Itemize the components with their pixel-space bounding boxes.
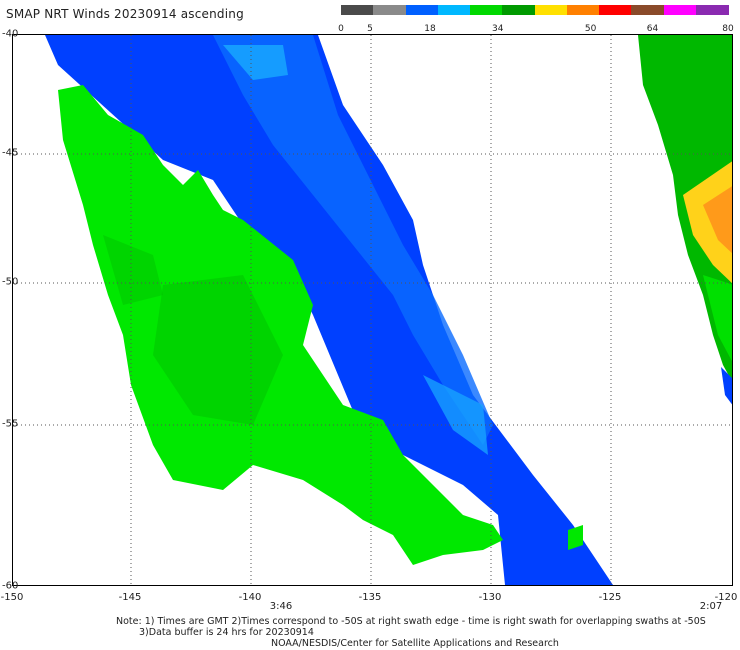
y-tick-label: -45 xyxy=(2,147,19,159)
colorbar-segment xyxy=(695,5,729,15)
colorbar-segment xyxy=(437,5,471,15)
x-tick-label: -145 xyxy=(118,592,142,603)
right-swath-blue xyxy=(721,367,732,405)
x-tick-label: -130 xyxy=(478,592,502,603)
colorbar-segment xyxy=(631,5,665,15)
colorbar-segment xyxy=(373,5,407,15)
right-swath-time: 2:07 xyxy=(699,601,723,612)
colorbar-segment xyxy=(534,5,568,15)
left-swath-green-dark-2 xyxy=(103,235,163,305)
note-line-2: 3)Data buffer is 24 hrs for 20230914 xyxy=(139,627,314,638)
x-tick-label: -150 xyxy=(0,592,24,603)
colorbar-segment xyxy=(502,5,536,15)
y-tick-label: -40 xyxy=(2,28,19,40)
x-tick-label: -120 xyxy=(714,592,738,603)
colorbar-label: 5 xyxy=(367,24,373,34)
left-swath-cyan-2 xyxy=(423,375,488,455)
colorbar-label: 34 xyxy=(492,24,504,34)
wind-map xyxy=(13,35,732,585)
left-swath-lightblue xyxy=(213,35,493,445)
right-swath-yellow xyxy=(683,161,732,284)
colorbar-segment xyxy=(405,5,439,15)
colorbar-label: 0 xyxy=(338,24,344,34)
colorbar-segment xyxy=(599,5,632,15)
left-swath-time: 3:46 xyxy=(269,601,293,612)
colorbar-label: 64 xyxy=(646,24,659,34)
map-frame xyxy=(12,34,733,586)
left-swath-green xyxy=(58,85,503,565)
y-tick-label: -55 xyxy=(2,418,19,430)
colorbar-segment xyxy=(470,5,503,15)
right-swath-orange xyxy=(703,186,732,254)
small-green-patch xyxy=(568,525,583,550)
map-title: SMAP NRT Winds 20230914 ascending xyxy=(6,7,244,21)
note-line-1: Note: 1) Times are GMT 2)Times correspon… xyxy=(116,616,706,627)
colorbar-label: 50 xyxy=(584,24,597,34)
y-tick-label: -50 xyxy=(2,276,19,288)
left-swath-blue xyxy=(45,35,613,585)
x-tick-label: -125 xyxy=(598,592,622,603)
left-swath-cyan xyxy=(223,45,288,80)
note-line-3: NOAA/NESDIS/Center for Satellite Applica… xyxy=(271,638,559,649)
colorbar-segment xyxy=(663,5,697,15)
y-tick-label: -60 xyxy=(2,580,19,592)
colorbar-segment xyxy=(566,5,600,15)
right-swath-green-bright xyxy=(703,275,732,362)
color-legend: 0 5 18 34 50 64 80 xyxy=(338,5,734,34)
colorbar-segment xyxy=(341,5,374,15)
colorbar-label: 18 xyxy=(424,24,436,34)
colorbar-label: 80 xyxy=(722,24,734,34)
grid-lines xyxy=(13,35,732,585)
x-tick-label: -135 xyxy=(358,592,382,603)
x-tick-label: -140 xyxy=(238,592,262,603)
